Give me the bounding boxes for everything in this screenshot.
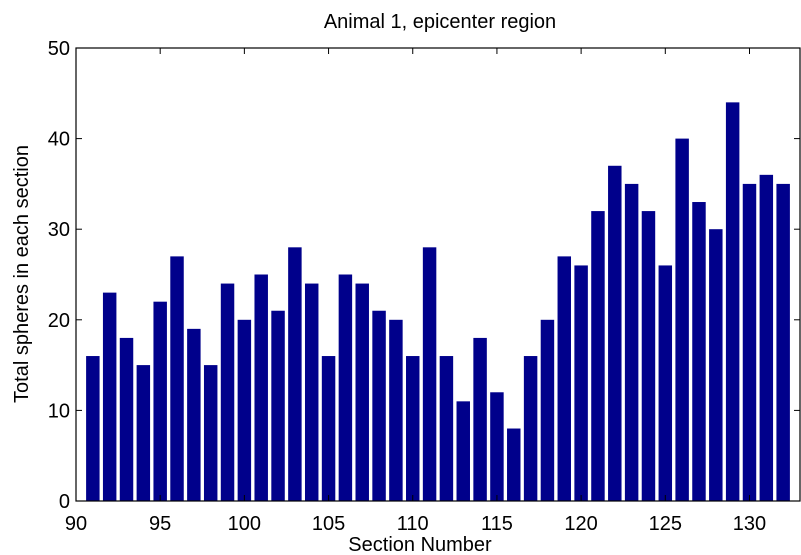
bar-130 — [742, 183, 757, 501]
bar-117 — [523, 356, 538, 501]
y-tick-label-40: 40 — [48, 129, 70, 151]
y-tick-label-20: 20 — [48, 310, 70, 332]
x-tick-label-125: 125 — [649, 513, 682, 535]
bar-103 — [288, 247, 302, 501]
bar-121 — [591, 211, 605, 501]
bar-112 — [439, 356, 454, 501]
bar-98 — [203, 365, 218, 501]
y-tick-label-0: 0 — [59, 491, 70, 513]
bar-102 — [271, 310, 285, 501]
bar-113 — [456, 401, 470, 501]
bar-111 — [422, 247, 437, 501]
bar-119 — [557, 256, 572, 501]
bar-118 — [540, 319, 555, 501]
bar-124 — [641, 211, 656, 501]
bar-132 — [776, 183, 790, 501]
bar-114 — [473, 337, 487, 501]
x-tick-label-100: 100 — [228, 513, 261, 535]
bar-123 — [624, 183, 639, 501]
bar-120 — [574, 265, 588, 501]
y-tick-label-30: 30 — [48, 219, 70, 241]
bar-92 — [102, 292, 117, 501]
x-tick-label-110: 110 — [397, 513, 429, 535]
x-axis-label: Section Number — [348, 534, 492, 555]
bars-group — [86, 102, 790, 502]
bar-109 — [389, 319, 403, 501]
chart-title: Animal 1, epicenter region — [324, 11, 556, 33]
bar-128 — [709, 229, 723, 501]
bar-104 — [304, 283, 319, 501]
bar-107 — [355, 283, 369, 501]
y-axis-label: Total spheres in each section — [11, 145, 33, 403]
y-tick-label-50: 50 — [48, 38, 70, 60]
ticks-group: 90 95 100 105 110 115 120 125 130 0 10 20 30 40 50 — [48, 38, 800, 535]
bar-108 — [372, 310, 386, 501]
x-tick-label-95: 95 — [149, 513, 171, 535]
x-tick-label-130: 130 — [733, 513, 766, 535]
plot-frame — [75, 47, 801, 502]
x-tick-label-120: 120 — [564, 513, 597, 535]
bar-127 — [692, 202, 706, 501]
y-tick-label-10: 10 — [48, 400, 70, 422]
bar-95 — [153, 301, 167, 501]
bar-129 — [725, 102, 740, 502]
bar-110 — [406, 356, 420, 501]
bar-96 — [170, 256, 184, 501]
bar-100 — [237, 319, 252, 501]
bar-93 — [119, 337, 134, 501]
bar-131 — [759, 174, 774, 501]
bar-122 — [608, 165, 622, 501]
bar-115 — [490, 392, 504, 501]
bar-106 — [338, 274, 353, 501]
bar-125 — [658, 265, 673, 501]
bar-101 — [254, 274, 268, 501]
x-tick-label-115: 115 — [481, 513, 513, 535]
bar-94 — [136, 365, 151, 501]
x-tick-label-90: 90 — [65, 513, 87, 535]
bar-99 — [220, 283, 235, 501]
x-tick-label-105: 105 — [312, 513, 345, 535]
bar-97 — [187, 328, 201, 501]
bar-126 — [675, 138, 689, 501]
bar-105 — [321, 356, 336, 501]
bar-116 — [507, 428, 521, 501]
bar-91 — [86, 356, 100, 501]
